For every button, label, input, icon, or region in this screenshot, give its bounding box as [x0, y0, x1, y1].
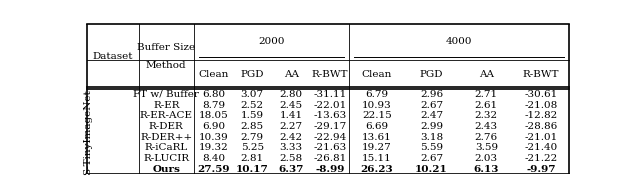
Text: -21.40: -21.40 — [525, 143, 558, 152]
Text: Ours: Ours — [152, 165, 180, 174]
Text: -22.01: -22.01 — [314, 101, 346, 110]
Text: 2.71: 2.71 — [475, 90, 498, 99]
Text: 6.80: 6.80 — [202, 90, 225, 99]
Text: 10.93: 10.93 — [362, 101, 392, 110]
Text: -12.82: -12.82 — [525, 111, 558, 120]
Text: -21.22: -21.22 — [525, 154, 558, 163]
Text: 6.90: 6.90 — [202, 122, 225, 131]
Text: 26.23: 26.23 — [360, 165, 393, 174]
Text: 3.18: 3.18 — [420, 133, 443, 142]
Text: AA: AA — [284, 70, 299, 79]
Text: FT w/ Buffer: FT w/ Buffer — [133, 90, 199, 99]
Text: PGD: PGD — [420, 70, 444, 79]
Text: 8.79: 8.79 — [202, 101, 225, 110]
Text: S-TinyImageNet: S-TinyImageNet — [83, 89, 92, 175]
Text: 6.13: 6.13 — [474, 165, 499, 174]
Text: 6.79: 6.79 — [365, 90, 388, 99]
Text: AA: AA — [479, 70, 494, 79]
Text: R-BWT: R-BWT — [523, 70, 559, 79]
Text: 4000: 4000 — [445, 37, 472, 46]
Text: 2.99: 2.99 — [420, 122, 443, 131]
Text: 2.80: 2.80 — [280, 90, 303, 99]
Text: -8.99: -8.99 — [316, 165, 344, 174]
Text: Buffer Size: Buffer Size — [137, 43, 195, 52]
Text: 10.17: 10.17 — [236, 165, 269, 174]
Text: R-ER-ACE: R-ER-ACE — [140, 111, 193, 120]
Text: -21.01: -21.01 — [525, 133, 558, 142]
Text: 1.59: 1.59 — [241, 111, 264, 120]
Text: 3.59: 3.59 — [475, 143, 498, 152]
Text: R-BWT: R-BWT — [312, 70, 348, 79]
Text: Method: Method — [146, 61, 187, 70]
Text: 15.11: 15.11 — [362, 154, 392, 163]
Text: 2.27: 2.27 — [280, 122, 303, 131]
Text: R-iCaRL: R-iCaRL — [145, 143, 188, 152]
Text: Dataset: Dataset — [93, 52, 133, 61]
Text: 2.81: 2.81 — [241, 154, 264, 163]
Text: 19.27: 19.27 — [362, 143, 392, 152]
Text: 2.76: 2.76 — [475, 133, 498, 142]
Text: 2.42: 2.42 — [280, 133, 303, 142]
Text: 2.58: 2.58 — [280, 154, 303, 163]
Text: 2.45: 2.45 — [280, 101, 303, 110]
Text: -13.63: -13.63 — [314, 111, 346, 120]
Text: 10.21: 10.21 — [415, 165, 448, 174]
Text: 2.03: 2.03 — [475, 154, 498, 163]
Text: 3.33: 3.33 — [280, 143, 303, 152]
Text: -30.61: -30.61 — [525, 90, 558, 99]
Text: 5.59: 5.59 — [420, 143, 443, 152]
Text: 2.79: 2.79 — [241, 133, 264, 142]
Text: 27.59: 27.59 — [197, 165, 230, 174]
Text: 2.67: 2.67 — [420, 101, 443, 110]
Text: 2.43: 2.43 — [475, 122, 498, 131]
Text: 18.05: 18.05 — [198, 111, 228, 120]
Text: -9.97: -9.97 — [527, 165, 556, 174]
Text: 3.07: 3.07 — [241, 90, 264, 99]
Text: 6.37: 6.37 — [278, 165, 304, 174]
Text: PGD: PGD — [241, 70, 264, 79]
Text: R-LUCIR: R-LUCIR — [143, 154, 189, 163]
Text: -21.63: -21.63 — [314, 143, 346, 152]
Text: -22.94: -22.94 — [314, 133, 346, 142]
Text: 13.61: 13.61 — [362, 133, 392, 142]
Text: 2.67: 2.67 — [420, 154, 443, 163]
Text: -29.17: -29.17 — [314, 122, 346, 131]
Text: 2000: 2000 — [259, 37, 285, 46]
Text: -28.86: -28.86 — [525, 122, 558, 131]
Text: -26.81: -26.81 — [314, 154, 346, 163]
Text: 2.85: 2.85 — [241, 122, 264, 131]
Text: R-ER: R-ER — [153, 101, 180, 110]
Text: 5.25: 5.25 — [241, 143, 264, 152]
Text: Clean: Clean — [362, 70, 392, 79]
Text: R-DER++: R-DER++ — [140, 133, 193, 142]
Text: 8.40: 8.40 — [202, 154, 225, 163]
Text: 2.61: 2.61 — [475, 101, 498, 110]
Text: Clean: Clean — [198, 70, 228, 79]
Text: 6.69: 6.69 — [365, 122, 388, 131]
Text: 2.52: 2.52 — [241, 101, 264, 110]
Text: 2.47: 2.47 — [420, 111, 443, 120]
Text: 22.15: 22.15 — [362, 111, 392, 120]
Text: R-DER: R-DER — [149, 122, 184, 131]
Text: 19.32: 19.32 — [198, 143, 228, 152]
Text: -21.08: -21.08 — [525, 101, 558, 110]
Text: 2.96: 2.96 — [420, 90, 443, 99]
Text: 10.39: 10.39 — [198, 133, 228, 142]
Text: 1.41: 1.41 — [280, 111, 303, 120]
Text: 2.32: 2.32 — [475, 111, 498, 120]
Text: -31.11: -31.11 — [314, 90, 346, 99]
